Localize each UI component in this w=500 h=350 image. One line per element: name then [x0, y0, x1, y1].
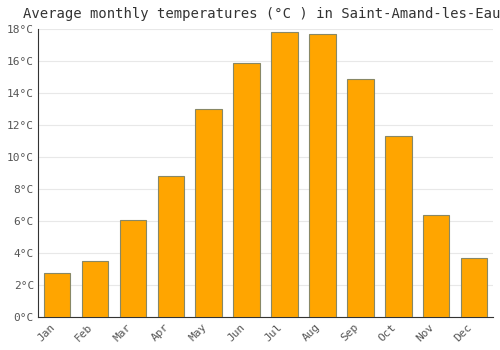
Bar — [44, 273, 70, 317]
Bar — [272, 32, 298, 317]
Bar — [158, 176, 184, 317]
Bar — [461, 258, 487, 317]
Bar — [309, 34, 336, 317]
Title: Average monthly temperatures (°C ) in Saint-Amand-les-Eaux: Average monthly temperatures (°C ) in Sa… — [22, 7, 500, 21]
Bar — [234, 63, 260, 317]
Bar — [196, 109, 222, 317]
Bar — [82, 261, 108, 317]
Bar — [423, 215, 450, 317]
Bar — [120, 220, 146, 317]
Bar — [347, 79, 374, 317]
Bar — [385, 136, 411, 317]
